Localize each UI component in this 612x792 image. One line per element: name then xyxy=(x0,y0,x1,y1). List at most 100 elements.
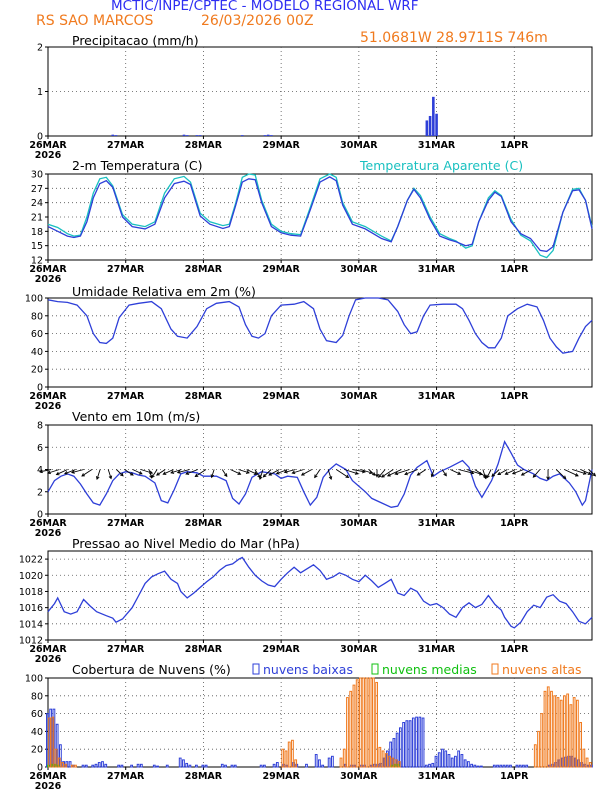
y-tick-label: 18 xyxy=(31,227,43,238)
wind-arrow xyxy=(292,469,304,474)
wind-arrow xyxy=(246,469,258,475)
y-tick-label: 12 xyxy=(31,256,43,267)
cloud-bar-nuvens-baixas xyxy=(220,763,224,768)
wind-arrowhead xyxy=(381,474,385,478)
panel-title-pressao: Pressao ao Nivel Medio do Mar (hPa) xyxy=(72,536,300,551)
wind-arrow xyxy=(491,469,500,477)
cloud-bar-nuvens-baixas xyxy=(84,764,88,768)
x-tick-label: 28MAR xyxy=(185,140,223,151)
panel-title-temperatura: 2-m Temperatura (C) xyxy=(72,158,203,173)
cloud-bar-nuvens-baixas xyxy=(463,759,467,768)
series-line-vento xyxy=(47,440,593,508)
y-tick-label: 20 xyxy=(31,365,43,376)
x-tick-label: 31MAR xyxy=(418,140,456,151)
wind-arrow xyxy=(170,469,182,474)
wind-arrow xyxy=(263,469,272,478)
chart-title: MCTIC/INPE/CPTEC - MODELO REGIONAL WRF xyxy=(111,0,419,14)
legend-nuvens-medias: nuvens medias xyxy=(382,662,477,677)
cloud-bar-nuvens-altas xyxy=(546,686,550,768)
wind-arrow xyxy=(268,469,280,476)
cloud-bar-nuvens-baixas xyxy=(424,764,428,768)
wind-arrowhead xyxy=(162,471,167,475)
cloud-bar-nuvens-baixas xyxy=(437,752,441,768)
precip-bar xyxy=(263,135,267,136)
wind-arrow xyxy=(580,469,591,475)
wind-arrow xyxy=(344,469,358,475)
wind-arrow xyxy=(497,469,508,476)
wind-arrowhead xyxy=(253,471,258,475)
cloud-bar-nuvens-baixas xyxy=(130,764,134,768)
cloud-bar-nuvens-baixas xyxy=(454,755,457,768)
precip-bar xyxy=(198,135,202,136)
wind-arrow xyxy=(132,469,143,475)
x-tick-label-year: 2026 xyxy=(35,150,62,161)
wind-arrow xyxy=(107,469,112,479)
wind-arrowhead xyxy=(223,473,228,478)
wind-arrow xyxy=(555,469,566,479)
wind-arrowhead xyxy=(377,474,382,478)
wind-arrow xyxy=(387,469,402,477)
wind-arrowhead xyxy=(587,471,592,475)
cloud-bar-nuvens-altas xyxy=(559,699,563,768)
wind-arrow xyxy=(360,469,373,474)
cloud-bar-nuvens-altas xyxy=(352,684,356,768)
wind-arrow xyxy=(505,469,516,475)
cloud-bar-nuvens-baixas xyxy=(460,754,464,768)
wind-arrow xyxy=(486,469,492,478)
wind-arrow xyxy=(195,469,207,477)
panel-title-nuvens: Cobertura de Nuvens (%) xyxy=(72,662,231,677)
cloud-bar-nuvens-altas xyxy=(378,746,382,768)
wind-arrowhead xyxy=(258,476,263,480)
panel-title-umidade: Umidade Relativa em 2m (%) xyxy=(72,284,256,299)
cloud-bar-nuvens-baixas xyxy=(415,716,418,768)
y-tick-label: 1012 xyxy=(19,636,43,647)
x-tick-label: 29MAR xyxy=(262,644,300,655)
wind-arrow xyxy=(404,469,418,475)
wind-arrow xyxy=(259,469,264,480)
series-line-temperatura-aparente--c- xyxy=(47,173,593,259)
x-tick-label-year: 2026 xyxy=(35,781,62,792)
wind-arrowhead xyxy=(386,473,391,477)
cloud-bar-nuvens-altas xyxy=(365,677,369,768)
cloud-bar-nuvens-baixas xyxy=(518,764,522,768)
wind-arrowhead xyxy=(574,473,579,477)
panel-frame-4 xyxy=(47,550,593,641)
wind-arrow xyxy=(96,469,101,480)
cloud-bar-nuvens-baixas xyxy=(402,722,406,768)
wind-arrowhead xyxy=(354,471,359,475)
cloud-bar-nuvens-baixas xyxy=(476,765,480,768)
x-tick-label: 29MAR xyxy=(262,140,300,151)
wind-arrow xyxy=(352,469,366,473)
cloud-bar-nuvens-altas xyxy=(64,763,68,768)
wind-arrowhead xyxy=(430,473,435,478)
wind-arrow xyxy=(116,469,124,477)
cloud-bar-nuvens-baixas xyxy=(434,755,438,768)
wind-arrowhead xyxy=(170,470,175,474)
wind-arrowhead xyxy=(546,476,550,481)
wind-arrow xyxy=(56,469,68,475)
wind-arrow xyxy=(564,469,579,477)
y-tick-label: 6 xyxy=(37,443,43,454)
cloud-bar-nuvens-altas xyxy=(54,748,58,768)
cloud-bar-nuvens-baixas xyxy=(275,762,279,768)
cloud-bar-nuvens-altas xyxy=(287,741,291,768)
wind-arrowhead xyxy=(470,470,475,475)
y-tick-label: 0 xyxy=(37,132,43,143)
cloud-bar-nuvens-baixas xyxy=(321,764,325,768)
precip-bar xyxy=(185,135,189,136)
cloud-bar-nuvens-baixas xyxy=(428,763,431,768)
wind-arrowhead xyxy=(511,471,516,475)
wind-arrowhead xyxy=(404,471,409,476)
cloud-bar-nuvens-baixas xyxy=(509,764,512,768)
cloud-bar-nuvens-baixas xyxy=(447,754,451,768)
x-tick-label: 28MAR xyxy=(185,264,223,275)
panel-frame-5 xyxy=(47,677,593,768)
cloud-bar-nuvens-baixas xyxy=(156,765,159,768)
x-tick-label: 28MAR xyxy=(185,644,223,655)
x-tick-label: 27MAR xyxy=(107,771,145,782)
wind-arrow xyxy=(221,469,228,477)
cloud-bar-nuvens-altas xyxy=(362,677,366,768)
wind-arrowhead xyxy=(283,469,288,474)
wind-arrowhead xyxy=(210,474,215,479)
